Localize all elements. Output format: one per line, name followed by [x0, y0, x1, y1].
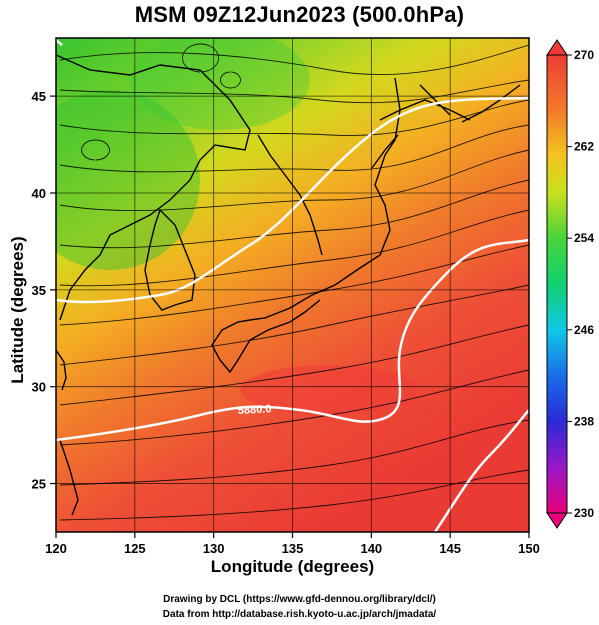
cold-core-north	[130, 38, 310, 130]
x-axis: 120 125 130 135 140 145 150	[45, 532, 540, 556]
x-tick-label: 140	[360, 541, 382, 556]
y-tick-label: 35	[32, 283, 46, 298]
y-tick-label: 30	[32, 380, 46, 395]
x-tick-label: 145	[439, 541, 461, 556]
y-tick-label: 45	[32, 89, 46, 104]
colorbar-top-arrow	[546, 39, 568, 56]
x-tick-label: 125	[124, 541, 146, 556]
colorbar-tick-label: 270	[574, 48, 594, 62]
colorbar-tick-label: 254	[574, 231, 594, 245]
colorbar-tick-label: 230	[574, 506, 594, 520]
y-axis: 25 30 35 40 45	[32, 89, 56, 492]
y-axis-label: Latitude (degrees)	[8, 236, 27, 384]
x-tick-label: 135	[282, 541, 304, 556]
credit-data: Data from http://database.rish.kyoto-u.a…	[162, 609, 437, 620]
x-axis-label: Longitude (degrees)	[210, 557, 375, 576]
y-tick-label: 25	[32, 477, 46, 492]
x-tick-label: 150	[518, 541, 540, 556]
colorbar: 270 262 254 246 238 230	[546, 39, 594, 529]
colorbar-tick-label: 238	[574, 414, 594, 428]
colorbar-bottom-arrow	[546, 512, 568, 529]
colorbar-body	[546, 54, 568, 514]
contour-label: 5880.0	[238, 403, 272, 417]
x-tick-label: 130	[203, 541, 225, 556]
credit-drawing: Drawing by DCL (https://www.gfd-dennou.o…	[163, 594, 436, 605]
graticule	[56, 38, 529, 532]
colorbar-tick-label: 246	[574, 323, 594, 337]
map-title: MSM 09Z12Jun2023 (500.0hPa)	[134, 2, 465, 27]
x-tick-label: 120	[45, 541, 67, 556]
y-tick-label: 40	[32, 186, 46, 201]
map-plot: 5880.0 120 125 130 135 140 145 150 2530354045 …	[32, 37, 594, 556]
colorbar-tick-label: 262	[574, 140, 594, 154]
cold-core-northwest	[56, 90, 200, 270]
